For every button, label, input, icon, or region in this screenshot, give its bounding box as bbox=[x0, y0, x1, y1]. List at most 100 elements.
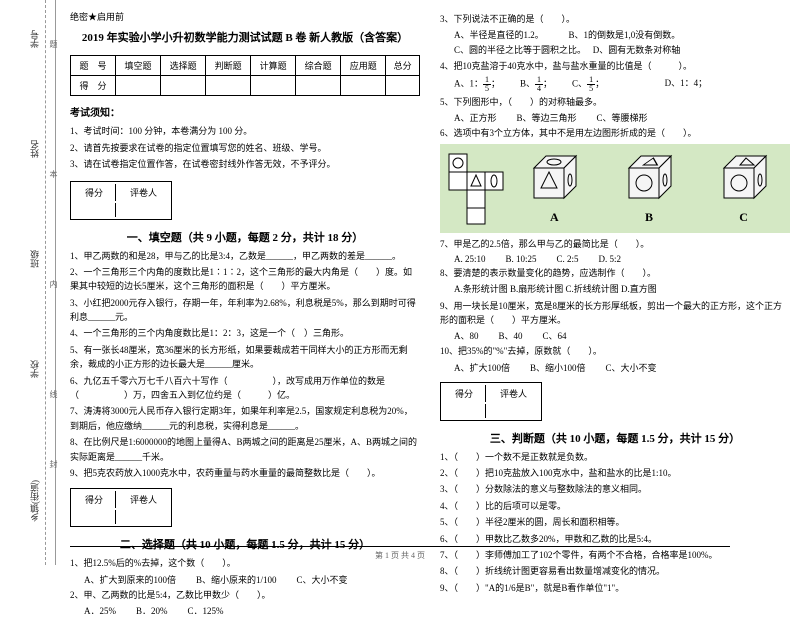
opt: A、扩大100倍 bbox=[454, 361, 510, 374]
opt: B、缩小100倍 bbox=[530, 361, 586, 374]
score-table: 题 号 填空题 选择题 判断题 计算题 综合题 应用题 总分 得 分 bbox=[70, 55, 420, 96]
opt: A、半径是直径的1.2。 bbox=[454, 30, 539, 40]
seal-char: 线 bbox=[48, 390, 59, 398]
question: 1、（ ）一个数不是正数就是负数。 bbox=[440, 450, 790, 464]
question: 7、涛涛将3000元人民币存入银行定期3年，如果年利率是2.5，国家规定利息税为… bbox=[70, 404, 420, 433]
question: 4、（ ）比的后项可以是零。 bbox=[440, 499, 790, 513]
opt: B．20% bbox=[136, 604, 168, 617]
question: 8、在比例尺是1:6000000的地图上量得A、B两城之间的距离是25厘米，A、… bbox=[70, 435, 420, 464]
question: 4、把10克盐溶于40克水中，盐与盐水重量的比值是（ ）。 bbox=[440, 59, 790, 73]
opt: A、1：15； bbox=[454, 76, 500, 93]
opt: B、1的倒数是1,0没有倒数。 bbox=[569, 30, 681, 40]
cube-figure: A B bbox=[440, 144, 790, 233]
cube-a: A bbox=[524, 152, 584, 225]
question: 10、把35%的"%"去掉，原数就（ ）。 bbox=[440, 344, 790, 358]
options: A. 25:10 B. 10:25 C. 2:5 D. 5:2 bbox=[454, 254, 790, 264]
grader-box: 得分 评卷人 bbox=[70, 181, 172, 220]
seal-char: 内 bbox=[48, 280, 59, 288]
th: 填空题 bbox=[116, 56, 161, 76]
side-label-id: 学号 bbox=[28, 30, 41, 48]
grader-box: 得分 评卷人 bbox=[440, 382, 542, 421]
options: A、扩大到原来的100倍 B、缩小原来的1/100 C、大小不变 bbox=[84, 573, 420, 586]
question: 2、（ ）把10克盐放入100克水中，盐和盐水的比是1:10。 bbox=[440, 466, 790, 480]
opt: B、14； bbox=[520, 76, 552, 93]
opt: C、64 bbox=[543, 329, 567, 342]
notice-item: 1、考试时间：100 分钟，本卷满分为 100 分。 bbox=[70, 125, 420, 139]
options: A、半径是直径的1.2。 B、1的倒数是1,0没有倒数。 C、圆的半径之比等于圆… bbox=[454, 28, 790, 57]
opt: B、等边三角形 bbox=[517, 111, 577, 124]
cube-net bbox=[448, 153, 504, 225]
left-column: 绝密★启用前 2019 年实验小学小升初数学能力测试试题 B 卷 新人教版（含答… bbox=[70, 10, 420, 619]
dash-line bbox=[45, 0, 46, 565]
question: 5、下列图形中，（ ）的对称轴最多。 bbox=[440, 95, 790, 109]
question: 4、一个三角形的三个内角度数比是1：2：3，这是一个（ ）三角形。 bbox=[70, 326, 420, 340]
opt: C. 2:5 bbox=[557, 254, 579, 264]
opt: B、40 bbox=[499, 329, 523, 342]
secret-label: 绝密★启用前 bbox=[70, 10, 420, 23]
question: 6、（ ）甲数比乙数多20%，甲数和乙数的比是5:4。 bbox=[440, 532, 790, 546]
options: A、1：15； B、14； C、15； D、1：4； bbox=[454, 76, 790, 93]
td bbox=[296, 76, 341, 96]
td: 得 分 bbox=[71, 76, 116, 96]
section1-title: 一、填空题（共 9 小题，每题 2 分，共计 18 分） bbox=[70, 229, 420, 245]
page-footer: 第 1 页 共 4 页 bbox=[0, 546, 800, 561]
question: 9、把5克农药放入1000克水中，农药重量与药水重量的最简整数比是（ ）。 bbox=[70, 466, 420, 480]
question: 3、下列说法不正确的是（ ）。 bbox=[440, 12, 790, 26]
th: 题 号 bbox=[71, 56, 116, 76]
opt: A.条形统计图 B.扇形统计图 C.折线统计图 D.直方图 bbox=[454, 284, 657, 294]
table-row: 题 号 填空题 选择题 判断题 计算题 综合题 应用题 总分 bbox=[71, 56, 420, 76]
opt: D. 5:2 bbox=[599, 254, 622, 264]
side-label-class: 班级 bbox=[28, 250, 41, 268]
cube-label: C bbox=[714, 210, 774, 225]
grader-score: 得分 bbox=[73, 184, 116, 201]
opt: C、圆的半径之比等于圆积之比。 bbox=[454, 45, 582, 55]
cube-label: A bbox=[524, 210, 584, 225]
th: 应用题 bbox=[341, 56, 386, 76]
opt: B、缩小原来的1/100 bbox=[196, 573, 277, 586]
question: 2、甲、乙两数的比是5:4，乙数比甲数少（ ）。 bbox=[70, 588, 420, 602]
options: A．25% B．20% C．125% bbox=[84, 604, 420, 617]
seal-char: 封 bbox=[48, 460, 59, 468]
section3-title: 三、判断题（共 10 小题，每题 1.5 分，共计 15 分） bbox=[440, 430, 790, 446]
seal-char: 题 bbox=[48, 40, 59, 48]
notice-head: 考试须知： bbox=[70, 104, 420, 119]
question: 8、（ ）折线统计图更容易看出数量增减变化的情况。 bbox=[440, 564, 790, 578]
question: 5、有一张长48厘米，宽36厘米的长方形纸，如果要裁成若干同样大小的正方形而无剩… bbox=[70, 343, 420, 372]
question: 9、用一块长是10厘米，宽是8厘米的长方形厚纸板，剪出一个最大的正方形，这个正方… bbox=[440, 299, 790, 328]
question: 7、甲是乙的2.5倍，那么甲与乙的最简比是（ ）。 bbox=[440, 237, 790, 251]
opt: C、大小不变 bbox=[606, 361, 657, 374]
th: 计算题 bbox=[251, 56, 296, 76]
question: 6、九亿五千零六万七千八百六十写作（ ），改写成用万作单位的数是（ ）万，四舍五… bbox=[70, 374, 420, 403]
opt: C、等腰梯形 bbox=[597, 111, 648, 124]
opt: A、扩大到原来的100倍 bbox=[84, 573, 176, 586]
td bbox=[206, 76, 251, 96]
question: 2、一个三角形三个内角的度数比是1∶1∶2，这个三角形的最大内角是（ ）度。如果… bbox=[70, 265, 420, 294]
grader-name: 评卷人 bbox=[488, 385, 539, 402]
side-label-name: 姓名 bbox=[28, 140, 41, 158]
options: A、正方形 B、等边三角形 C、等腰梯形 bbox=[454, 111, 790, 124]
binding-sidebar: 学号 姓名 班级 学校 乡镇(街道) 题 本 内 线 封 bbox=[0, 0, 65, 565]
opt: C、大小不变 bbox=[297, 573, 348, 586]
options: A、80 B、40 C、64 bbox=[454, 329, 790, 342]
th: 总分 bbox=[386, 56, 420, 76]
question: 1、甲乙两数的和是28，甲与乙的比是3:4，乙数是______，甲乙两数的差是_… bbox=[70, 249, 420, 263]
cube-options: A B bbox=[516, 152, 782, 225]
question: 6、选项中有3个立方体，其中不是用左边图形折成的是（ ）。 bbox=[440, 126, 790, 140]
grader-box: 得分 评卷人 bbox=[70, 488, 172, 527]
seal-char: 本 bbox=[48, 170, 59, 178]
td bbox=[116, 76, 161, 96]
table-row: 得 分 bbox=[71, 76, 420, 96]
options: A、扩大100倍 B、缩小100倍 C、大小不变 bbox=[454, 361, 790, 374]
exam-title: 2019 年实验小学小升初数学能力测试试题 B 卷 新人教版（含答案） bbox=[70, 29, 420, 45]
cube-b: B bbox=[619, 152, 679, 225]
question: 9、（ ）"A的1/6是B"，就是B看作单位"1"。 bbox=[440, 581, 790, 595]
opt: D、圆有无数条对称轴 bbox=[593, 45, 681, 55]
options: A.条形统计图 B.扇形统计图 C.折线统计图 D.直方图 bbox=[454, 282, 790, 296]
question: 8、要清楚的表示数量变化的趋势，应选制作（ ）。 bbox=[440, 266, 790, 280]
opt: C．125% bbox=[188, 604, 224, 617]
opt: A．25% bbox=[84, 604, 116, 617]
page-content: 绝密★启用前 2019 年实验小学小升初数学能力测试试题 B 卷 新人教版（含答… bbox=[70, 10, 790, 619]
side-label-school: 学校 bbox=[28, 360, 41, 378]
opt: C、15； bbox=[572, 76, 645, 93]
question: 3、（ ）分数除法的意义与整数除法的意义相同。 bbox=[440, 482, 790, 496]
